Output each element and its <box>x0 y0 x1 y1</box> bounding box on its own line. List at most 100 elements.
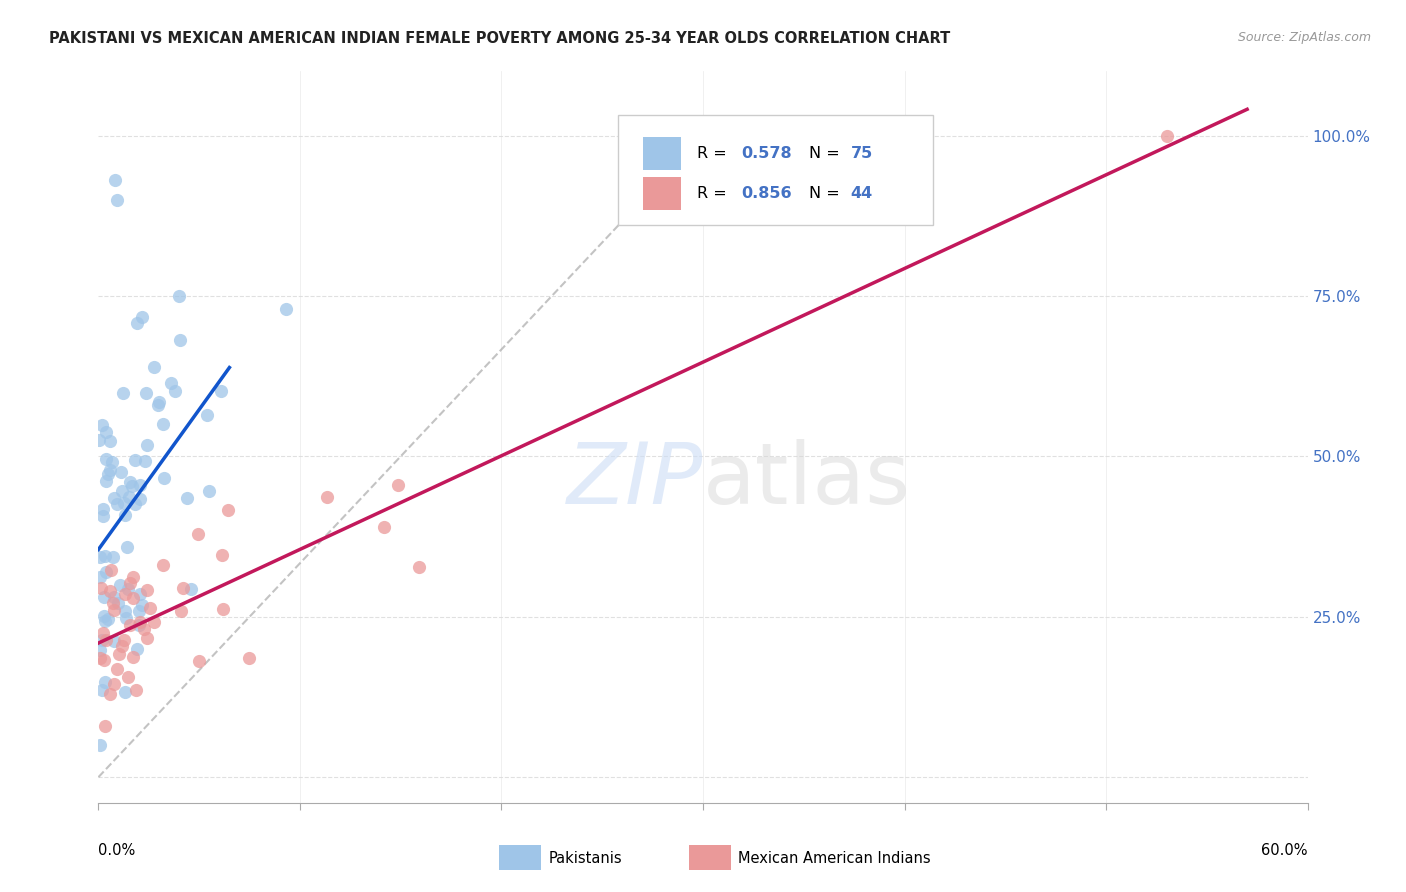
Point <box>107 648 129 662</box>
Point <box>125 316 148 330</box>
Point <box>169 604 191 618</box>
Point <box>97 467 120 481</box>
Point <box>112 496 135 510</box>
Point <box>128 478 150 492</box>
Point <box>135 386 157 401</box>
Text: 60.0%: 60.0% <box>1261 843 1308 858</box>
Point <box>128 604 150 618</box>
Point <box>91 509 114 524</box>
Point <box>1156 128 1178 143</box>
Text: N =: N = <box>810 186 845 201</box>
Point <box>94 549 117 564</box>
Point <box>152 471 174 485</box>
FancyBboxPatch shape <box>643 178 682 211</box>
Text: 0.0%: 0.0% <box>98 843 135 858</box>
Text: PAKISTANI VS MEXICAN AMERICAN INDIAN FEMALE POVERTY AMONG 25-34 YEAR OLDS CORREL: PAKISTANI VS MEXICAN AMERICAN INDIAN FEM… <box>49 31 950 46</box>
Point <box>105 662 128 676</box>
Point <box>129 492 152 507</box>
Point <box>114 587 136 601</box>
Point <box>114 508 136 522</box>
Point <box>111 639 134 653</box>
Point <box>117 670 139 684</box>
Point <box>89 650 111 665</box>
Point <box>91 626 114 640</box>
Point <box>163 384 186 398</box>
Point <box>100 563 122 577</box>
Point <box>103 590 125 604</box>
Point <box>128 615 150 629</box>
Point <box>128 618 150 632</box>
Point <box>125 683 148 698</box>
Point <box>98 463 121 477</box>
Point <box>115 611 138 625</box>
Point <box>89 642 111 657</box>
Text: R =: R = <box>697 145 733 161</box>
Point <box>103 173 125 187</box>
Point <box>209 384 232 398</box>
Point <box>90 417 112 432</box>
Point <box>131 599 153 613</box>
Point <box>169 333 191 347</box>
Text: ZIP: ZIP <box>567 440 703 523</box>
Point <box>135 438 157 452</box>
Text: N =: N = <box>810 145 845 161</box>
Point <box>112 633 135 648</box>
Text: Mexican American Indians: Mexican American Indians <box>738 851 931 865</box>
Text: 75: 75 <box>851 145 873 161</box>
Point <box>187 654 209 668</box>
Point <box>114 685 136 699</box>
Point <box>148 398 170 412</box>
Point <box>105 193 128 207</box>
Point <box>103 603 125 617</box>
Point <box>110 465 132 479</box>
Point <box>408 559 430 574</box>
Point <box>94 719 117 733</box>
Point <box>387 477 409 491</box>
Point <box>122 650 145 665</box>
Point <box>148 395 170 409</box>
Point <box>89 738 111 752</box>
Point <box>101 550 124 565</box>
Point <box>195 408 218 422</box>
Point <box>94 425 117 439</box>
Point <box>103 596 125 610</box>
Point <box>152 558 174 572</box>
Point <box>120 618 142 632</box>
Point <box>91 633 114 648</box>
Point <box>238 651 260 665</box>
Point <box>94 451 117 466</box>
Point <box>107 597 129 611</box>
Text: 0.856: 0.856 <box>742 186 793 201</box>
Point <box>111 483 134 498</box>
Point <box>120 575 142 590</box>
Point <box>105 497 128 511</box>
Point <box>152 417 174 432</box>
Point <box>94 632 117 647</box>
Text: Source: ZipAtlas.com: Source: ZipAtlas.com <box>1237 31 1371 45</box>
Point <box>124 453 146 467</box>
Point <box>176 491 198 506</box>
Point <box>114 604 136 618</box>
Point <box>187 527 209 541</box>
Point <box>212 601 235 615</box>
FancyBboxPatch shape <box>643 137 682 170</box>
Point <box>138 600 160 615</box>
Text: atlas: atlas <box>703 440 911 523</box>
Point <box>136 582 159 597</box>
Point <box>117 582 139 596</box>
Point <box>167 289 190 303</box>
Point <box>136 632 159 646</box>
Point <box>132 622 155 636</box>
Point <box>172 581 194 595</box>
Point <box>103 677 125 691</box>
Point <box>94 474 117 488</box>
Point <box>91 683 114 698</box>
Point <box>98 687 121 701</box>
Point <box>134 453 156 467</box>
Point <box>142 615 165 629</box>
Point <box>115 540 138 554</box>
Text: 0.578: 0.578 <box>742 145 793 161</box>
Point <box>94 566 117 580</box>
Point <box>89 570 111 584</box>
Point <box>316 490 339 504</box>
